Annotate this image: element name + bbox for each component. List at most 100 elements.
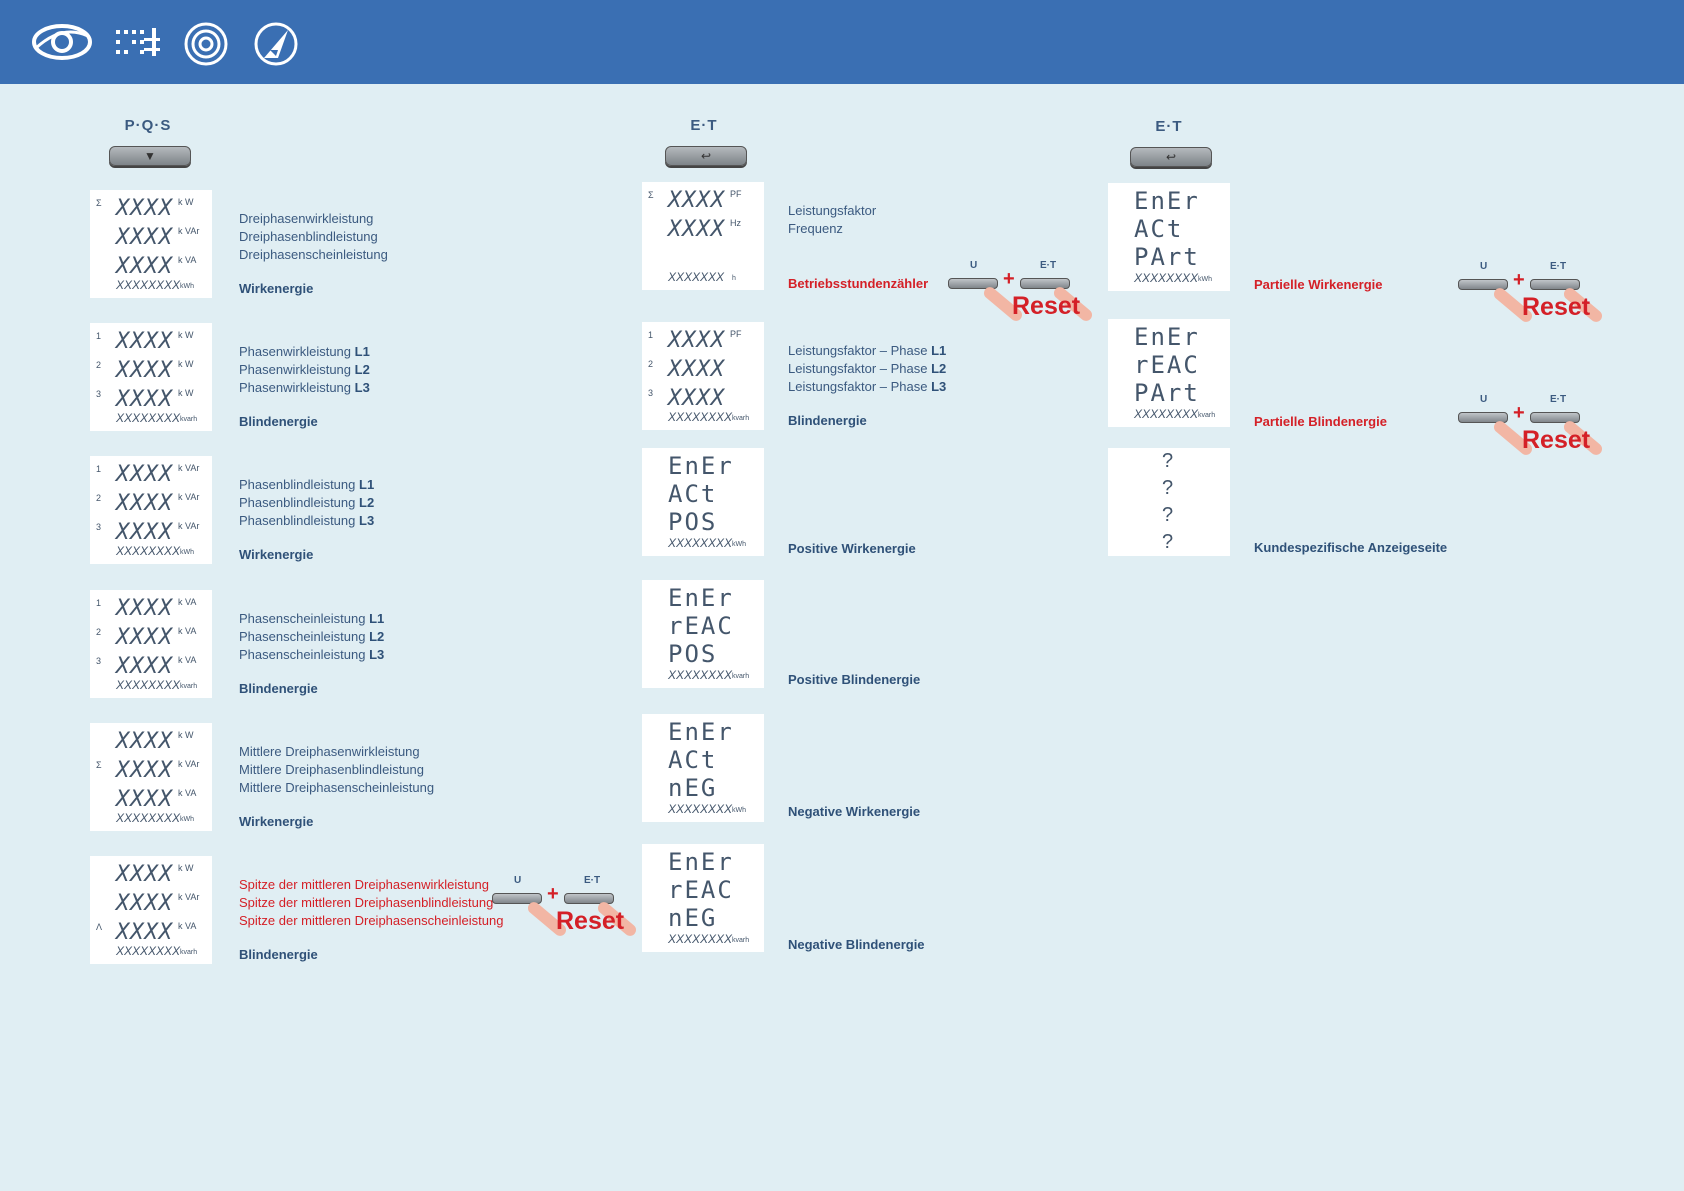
description-line: Leistungsfaktor: [788, 202, 876, 220]
lcd-segment-text: PArt: [1134, 379, 1200, 407]
et-key[interactable]: [1530, 412, 1580, 423]
target-icon[interactable]: [176, 18, 240, 66]
column-header-et-1: E·T: [690, 117, 718, 134]
lcd-display: EnEr ACt POS XXXXXXXX kWh: [642, 448, 764, 556]
et-button-1[interactable]: ↩: [665, 146, 747, 166]
lcd-display: 1 XXXX k W 2 XXXX k W 3 XXXX k W XXXXXXXX kvarh: [90, 323, 212, 431]
pqs-button[interactable]: ▼: [109, 146, 191, 166]
lcd-bottom-unit: kvarh: [732, 415, 750, 422]
lcd-unit: k VA: [178, 921, 197, 931]
description-line: Dreiphasenwirkleistung: [239, 210, 373, 228]
lcd-bottom-unit: kWh: [732, 807, 746, 814]
lcd-value: XXXX: [116, 758, 173, 783]
lcd-display: EnEr rEAC POS XXXXXXXX kvarh: [642, 580, 764, 688]
eye-icon[interactable]: [30, 18, 94, 66]
lcd-value: XXXX: [668, 188, 725, 213]
u-key[interactable]: [1458, 279, 1508, 290]
energy-label: Positive Blindenergie: [788, 672, 921, 687]
lcd-bottom-value: XXXXXXXX: [668, 932, 733, 946]
lcd-segment-text: POS: [668, 640, 718, 668]
et-key[interactable]: [564, 893, 614, 904]
lcd-bottom-value: XXXXXXXX: [1134, 271, 1199, 285]
reset-shortcut[interactable]: U E·T + Reset: [946, 260, 1116, 330]
phase-label: L2: [359, 495, 375, 510]
phase-label: L1: [931, 343, 947, 358]
lcd-bottom-unit: kWh: [180, 549, 194, 556]
lcd-row: 2 XXXX k W: [90, 358, 212, 386]
lcd-segment-text: PArt: [1134, 243, 1200, 271]
lcd-prefix: 1: [96, 598, 102, 608]
lcd-prefix: Λ: [96, 922, 103, 932]
description-text: Mittlere Dreiphasenwirkleistung: [239, 744, 420, 759]
lcd-value: XXXX: [668, 386, 725, 411]
description-line: Phasenblindleistung L1: [239, 476, 374, 494]
et-key[interactable]: [1530, 279, 1580, 290]
lcd-display: 1 XXXX PF 2 XXXX 3 XXXX XXXXXXXX kvarh: [642, 322, 764, 430]
lcd-segment-text: rEAC: [668, 612, 734, 640]
lcd-prefix: 2: [96, 627, 102, 637]
lcd-segment-text: ACt: [1134, 215, 1184, 243]
description-line: Spitze der mittleren Dreiphasenwirkleist…: [239, 876, 489, 894]
description-text: Phasenscheinleistung: [239, 611, 366, 626]
lcd-row: XXXX k VAr: [90, 891, 212, 919]
energy-label: Partielle Wirkenergie: [1254, 277, 1383, 292]
lcd-row: 3 XXXX k VAr: [90, 520, 212, 548]
reset-shortcut[interactable]: U E·T + Reset: [1456, 394, 1626, 464]
lcd-question: ?: [1162, 477, 1174, 499]
lcd-segment-text: EnEr: [668, 452, 734, 480]
lcd-prefix: 1: [648, 330, 654, 340]
lcd-value: XXXX: [116, 787, 173, 812]
description-line: Spitze der mittleren Dreiphasenblindleis…: [239, 894, 493, 912]
description-line: Dreiphasenblindleistung: [239, 228, 378, 246]
energy-label: Kundespezifische Anzeigeseite: [1254, 540, 1448, 555]
lcd-question: ?: [1162, 504, 1174, 526]
phase-label: L2: [354, 362, 370, 377]
et-key[interactable]: [1020, 278, 1070, 289]
u-key[interactable]: [1458, 412, 1508, 423]
lcd-display: EnEr ACt PArt XXXXXXXX kWh: [1108, 183, 1230, 291]
triangle-ruler-icon[interactable]: [248, 18, 312, 66]
description-line: Mittlere Dreiphasenblindleistung: [239, 761, 424, 779]
lcd-row: 3 XXXX k VA: [90, 654, 212, 682]
u-key[interactable]: [948, 278, 998, 289]
description-line: Leistungsfaktor – Phase L1: [788, 342, 946, 360]
reset-label: Reset: [1012, 292, 1081, 320]
plus-icon: +: [547, 883, 559, 905]
phase-label: L1: [359, 477, 375, 492]
lcd-row: XXXX k VA: [90, 787, 212, 815]
lcd-segment-text: EnEr: [1134, 323, 1200, 351]
lcd-value: XXXX: [116, 462, 173, 487]
lcd-value: XXXX: [116, 625, 173, 650]
reset-shortcut[interactable]: U E·T + Reset: [490, 875, 660, 945]
lcd-prefix: Σ: [648, 190, 654, 200]
et-button-2[interactable]: ↩: [1130, 147, 1212, 167]
description-text: Phasenscheinleistung: [239, 629, 366, 644]
lcd-display: EnEr rEAC PArt XXXXXXXX kvarh: [1108, 319, 1230, 427]
lcd-row: 3 XXXX: [642, 386, 764, 414]
phase-label: L2: [931, 361, 947, 376]
lcd-row: XXXX k W: [90, 729, 212, 757]
description-text: Spitze der mittleren Dreiphasenwirkleist…: [239, 877, 490, 892]
lcd-unit: Hz: [730, 218, 741, 228]
lcd-prefix: 3: [96, 656, 102, 666]
description-line: Phasenblindleistung L2: [239, 494, 374, 512]
lcd-value: XXXX: [668, 217, 725, 242]
reset-shortcut[interactable]: U E·T + Reset: [1456, 261, 1626, 331]
lcd-row: XXXX k W: [90, 862, 212, 890]
phase-label: L3: [931, 379, 947, 394]
energy-label: Blindenergie: [239, 414, 318, 429]
lcd-unit: k VA: [178, 655, 197, 665]
meter-grid-icon[interactable]: [108, 18, 172, 66]
lcd-unit: k VA: [178, 597, 197, 607]
return-arrow-icon: ↩: [700, 149, 712, 163]
u-key-label: U: [1480, 261, 1488, 272]
description-text: Phasenscheinleistung: [239, 647, 366, 662]
lcd-value: XXXX: [116, 920, 173, 945]
lcd-prefix: 1: [96, 464, 102, 474]
lcd-bottom-unit: h: [732, 275, 736, 282]
u-key[interactable]: [492, 893, 542, 904]
lcd-prefix: Σ: [96, 760, 102, 770]
energy-label: Wirkenergie: [239, 814, 314, 829]
lcd-unit: k VAr: [178, 226, 200, 236]
description-line: Phasenwirkleistung L3: [239, 379, 370, 397]
